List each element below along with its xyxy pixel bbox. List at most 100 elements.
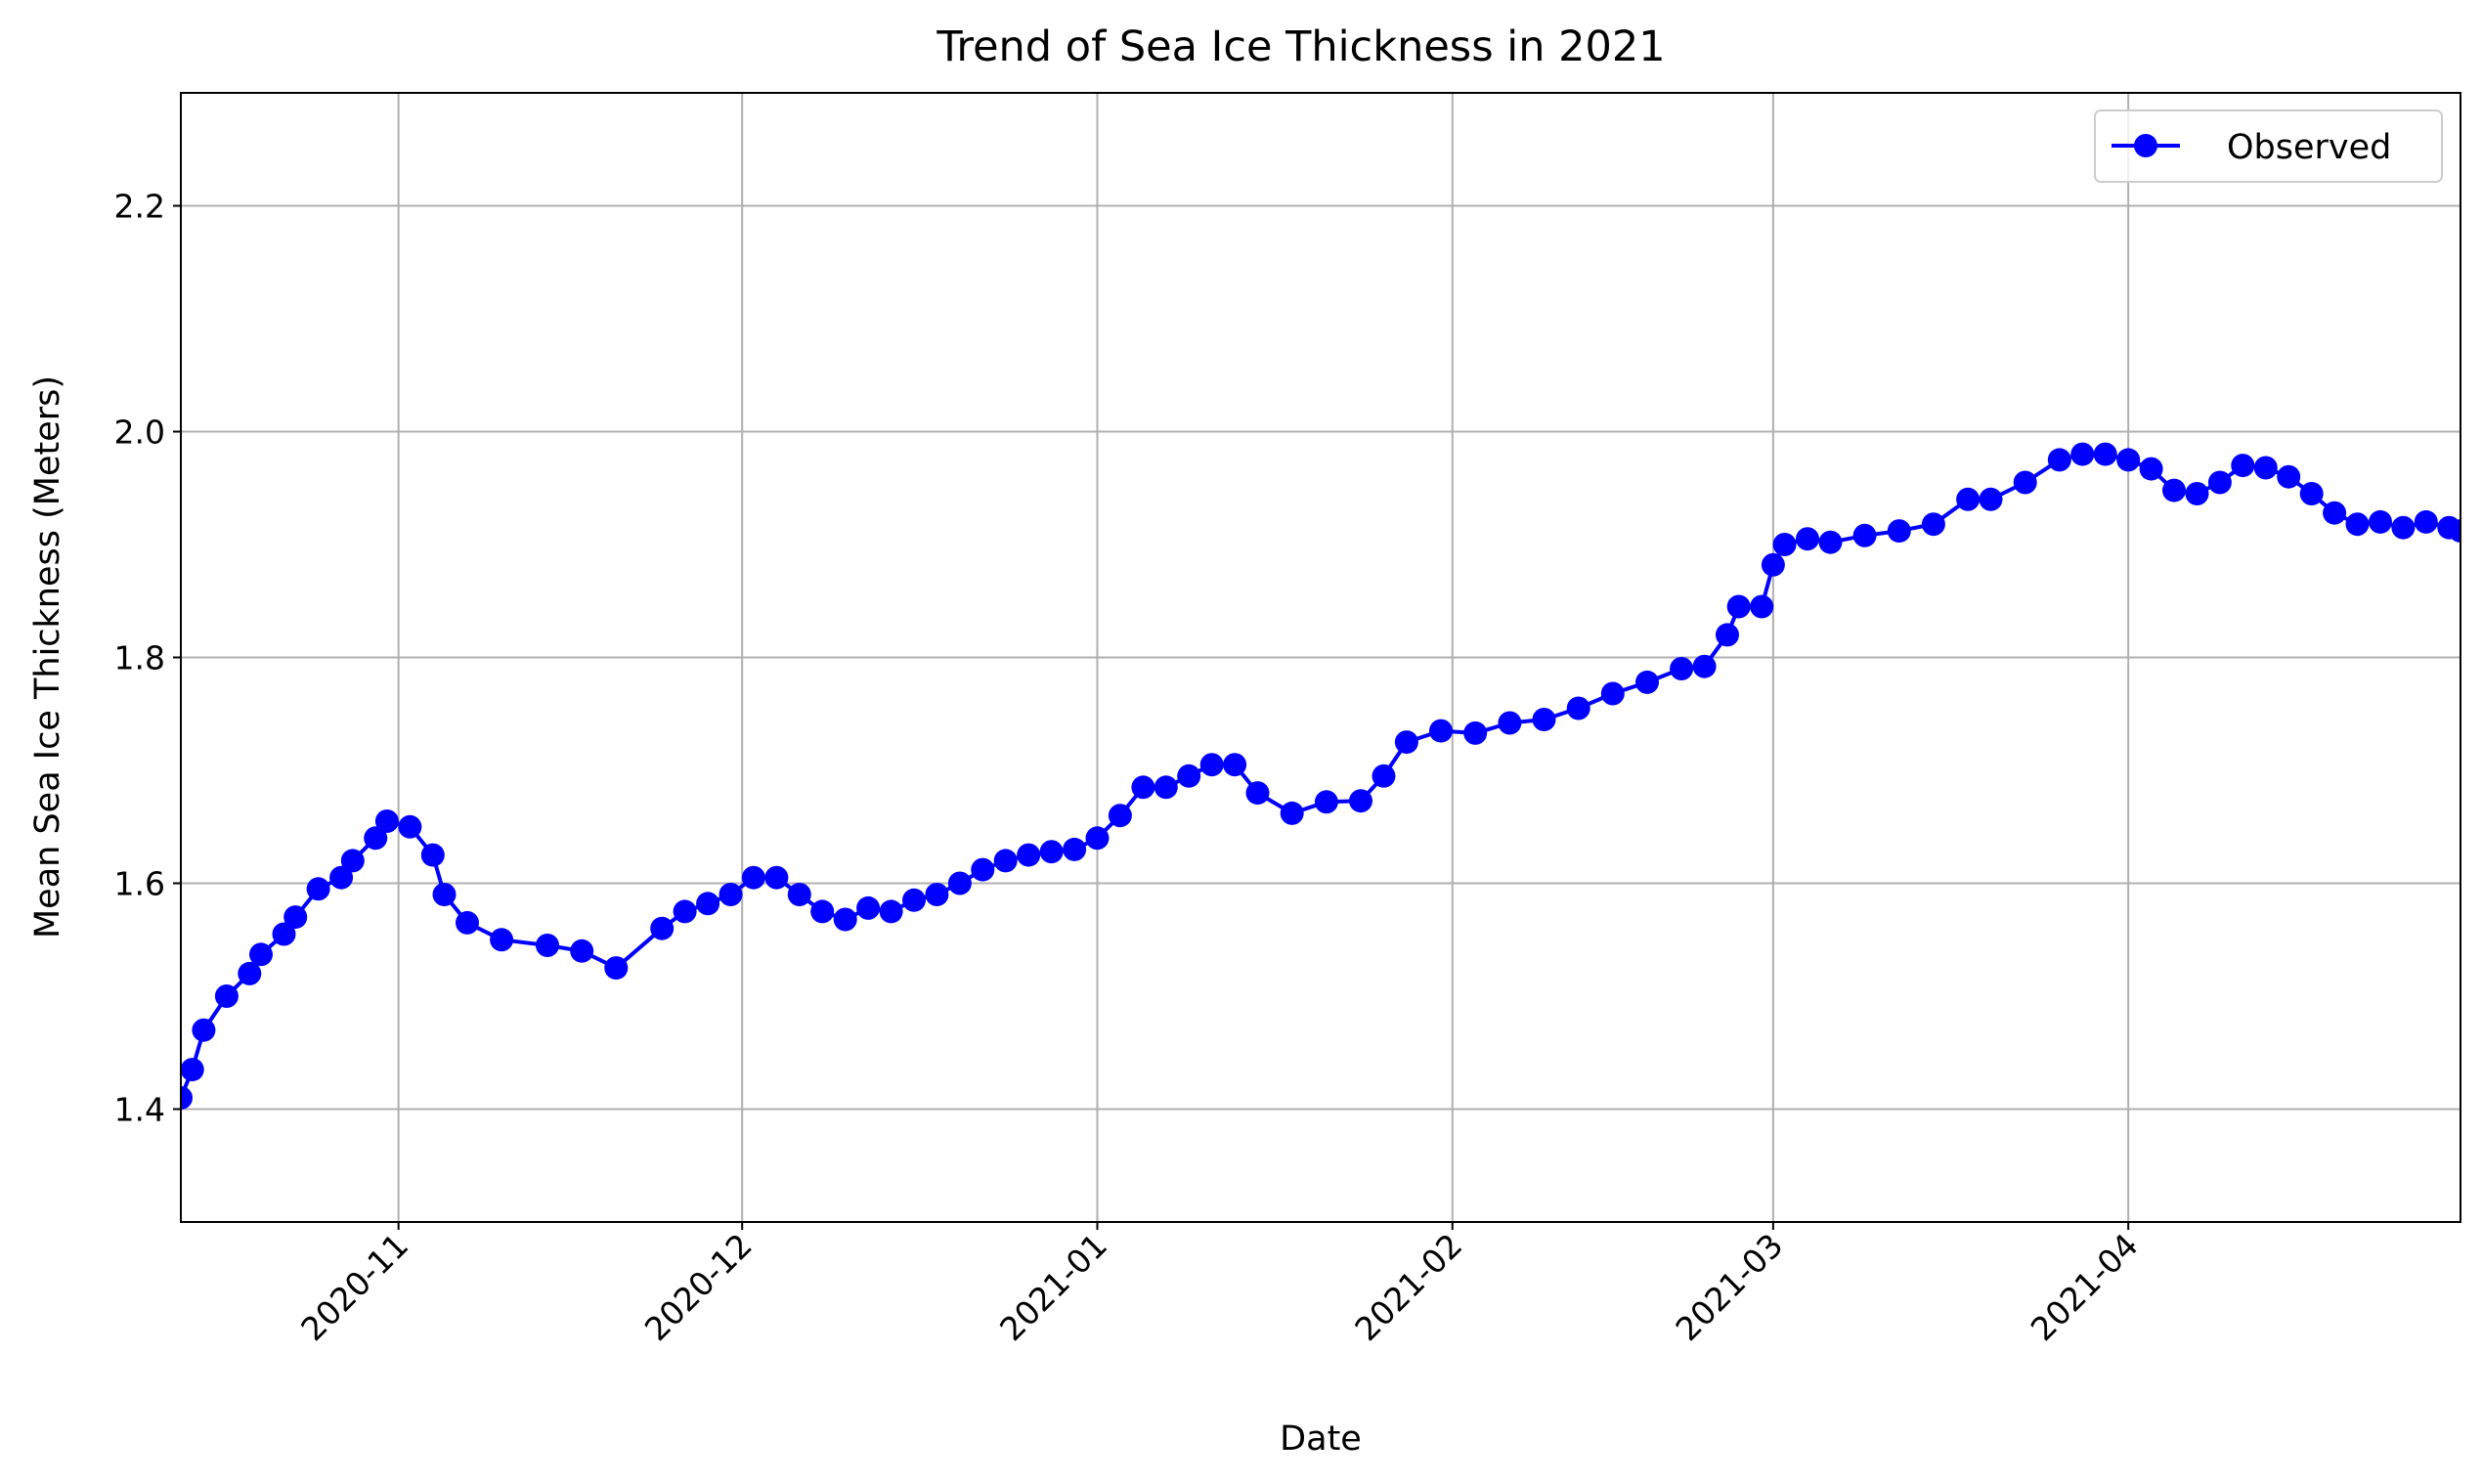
data-point	[1223, 753, 1247, 777]
data-point	[249, 942, 273, 967]
data-point	[1818, 530, 1843, 554]
data-point	[2162, 478, 2186, 502]
data-point	[1177, 764, 1201, 788]
data-point	[1039, 840, 1064, 864]
data-point	[283, 905, 308, 930]
data-point	[718, 883, 743, 906]
data-point	[420, 843, 445, 867]
data-point	[1532, 708, 1556, 731]
data-point	[432, 883, 457, 906]
legend-marker	[2134, 134, 2157, 157]
data-point	[1085, 826, 1110, 851]
data-point	[340, 849, 365, 873]
data-point	[398, 814, 422, 839]
data-point	[879, 899, 903, 924]
data-point	[1750, 594, 1774, 619]
data-point	[1796, 527, 1819, 551]
data-point	[1716, 623, 1739, 647]
data-point	[181, 1086, 193, 1110]
data-point	[1131, 775, 1155, 800]
data-point	[1394, 730, 1418, 755]
data-point	[604, 956, 629, 981]
data-point	[787, 883, 811, 906]
y-tick-label: 1.8	[114, 639, 165, 677]
x-axis-label: Date	[1280, 1419, 1362, 1459]
data-point	[2323, 501, 2347, 525]
data-point	[2299, 482, 2324, 505]
data-point	[2139, 457, 2163, 481]
data-point	[1726, 594, 1751, 619]
data-point	[1245, 781, 1270, 806]
data-point	[490, 928, 514, 952]
data-point	[1772, 533, 1797, 556]
grid	[181, 93, 2460, 1222]
data-point	[1852, 523, 1877, 547]
data-point	[1761, 552, 1785, 577]
data-point	[2414, 509, 2438, 534]
data-point	[214, 984, 239, 1008]
data-point	[810, 899, 835, 924]
data-point	[272, 922, 296, 946]
data-point	[971, 857, 995, 882]
data-point	[741, 865, 765, 890]
data-point	[1463, 720, 1488, 745]
data-point	[2369, 509, 2392, 534]
data-point	[1108, 804, 1132, 828]
data-point	[2070, 442, 2095, 466]
data-point	[2253, 456, 2278, 480]
data-point	[374, 809, 399, 833]
legend: Observed	[2094, 109, 2443, 183]
y-tick-label: 1.4	[114, 1091, 165, 1129]
data-point	[1372, 764, 1396, 788]
series-layer	[181, 442, 2460, 1110]
data-point	[364, 826, 388, 851]
data-point	[2207, 470, 2232, 495]
y-tick-label: 2.0	[114, 414, 165, 452]
data-point	[902, 888, 926, 912]
data-point	[2116, 448, 2141, 472]
data-point	[2449, 519, 2460, 544]
data-point	[673, 899, 697, 924]
data-point	[1349, 789, 1372, 813]
series-line	[181, 452, 2460, 1099]
data-point	[947, 871, 972, 895]
data-point	[2185, 482, 2209, 505]
data-point	[2093, 442, 2117, 466]
y-axis-label: Mean Sea Ice Thickness (Meters)	[28, 375, 67, 938]
data-point	[2013, 470, 2037, 495]
chart-title: Trend of Sea Ice Thickness in 2021	[936, 22, 1665, 71]
data-point	[764, 865, 789, 890]
data-point	[833, 907, 857, 932]
data-point	[856, 895, 881, 920]
data-point	[456, 910, 479, 935]
data-point	[696, 892, 720, 916]
data-point	[925, 883, 949, 906]
data-point	[1600, 681, 1625, 706]
data-point	[2047, 448, 2071, 472]
data-point	[1429, 719, 1453, 743]
data-point	[1670, 657, 1694, 680]
data-point	[1692, 654, 1717, 678]
data-point	[1154, 775, 1178, 800]
data-point	[329, 865, 354, 890]
data-point	[1921, 512, 1945, 537]
data-point	[2345, 512, 2370, 537]
y-tick-label: 2.2	[114, 188, 165, 226]
data-point	[1566, 696, 1590, 720]
data-point	[570, 938, 594, 963]
legend-label: Observed	[2227, 128, 2391, 167]
data-point	[2231, 454, 2255, 478]
data-point	[192, 1018, 216, 1042]
data-point	[1314, 790, 1338, 814]
data-point	[238, 961, 262, 985]
y-tick-label: 1.6	[114, 865, 165, 903]
legend-box	[2094, 109, 2443, 183]
data-point	[1887, 519, 1911, 544]
data-point	[181, 1058, 204, 1082]
data-point	[536, 934, 559, 957]
data-point	[650, 916, 675, 940]
data-point	[306, 877, 330, 901]
series-observed	[181, 442, 2460, 1110]
data-point	[1063, 837, 1087, 861]
